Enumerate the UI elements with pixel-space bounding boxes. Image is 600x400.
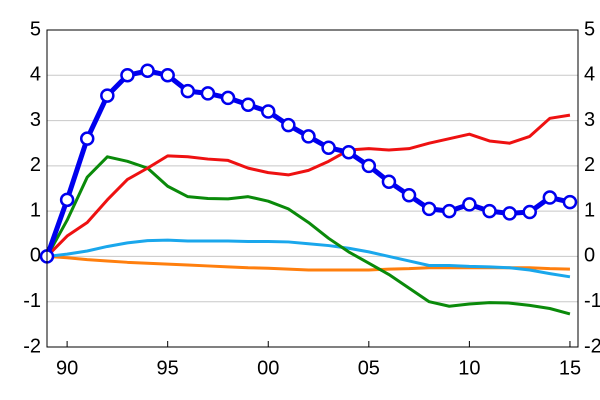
y-tick-label: -2 (23, 335, 41, 357)
series-marker (442, 203, 457, 219)
series-marker (381, 174, 397, 189)
plot-frame (46, 29, 579, 348)
y2-tick-label: 2 (584, 154, 595, 176)
y2-tick-label: 5 (584, 18, 595, 40)
x-tick-label: 05 (358, 357, 380, 379)
series-marker (321, 140, 336, 155)
series-marker (421, 201, 437, 217)
series-marker (220, 90, 236, 106)
series-marker (522, 204, 537, 220)
series-marker (482, 203, 497, 219)
series-marker (281, 117, 296, 133)
series-line (45, 155, 571, 316)
series-marker (301, 129, 316, 144)
y-tick-label: 3 (30, 109, 41, 131)
x-tick-label: 00 (257, 357, 279, 379)
y2-tick-label: 0 (584, 245, 595, 267)
series-marker (140, 63, 155, 79)
x-tick-label: 95 (157, 357, 179, 379)
y2-tick-label: 3 (584, 109, 595, 131)
x-tick-label: 10 (458, 357, 480, 379)
series-marker (120, 68, 135, 83)
series-line (44, 68, 571, 258)
y-tick-label: 1 (30, 199, 41, 221)
series-line (46, 238, 571, 279)
series-marker (401, 188, 417, 203)
y-tick-label: 4 (30, 64, 41, 86)
series-marker (79, 131, 95, 146)
y2-tick-label: 4 (584, 64, 595, 86)
x-tick-label: 90 (56, 357, 78, 379)
y-tick-label: 5 (30, 18, 41, 40)
y-tick-label: 2 (30, 154, 41, 176)
series-marker (200, 86, 216, 101)
series-marker (100, 88, 115, 103)
series-marker (542, 190, 558, 205)
series-marker (462, 197, 477, 212)
y2-tick-label: -1 (584, 290, 600, 312)
y-tick-label: 0 (30, 245, 41, 267)
series-marker (502, 206, 517, 221)
series-marker (562, 194, 578, 210)
series-marker (180, 83, 196, 99)
y2-tick-label: 1 (584, 199, 595, 221)
series-marker (261, 104, 276, 119)
series-marker (341, 145, 356, 160)
series-marker (361, 158, 377, 174)
series-marker (240, 97, 256, 112)
series-marker (59, 192, 75, 208)
y2-tick-label: -2 (584, 335, 600, 357)
x-tick-label: 15 (559, 357, 581, 379)
series-marker (160, 68, 175, 83)
series-line (45, 113, 571, 258)
y-tick-label: -1 (23, 290, 41, 312)
